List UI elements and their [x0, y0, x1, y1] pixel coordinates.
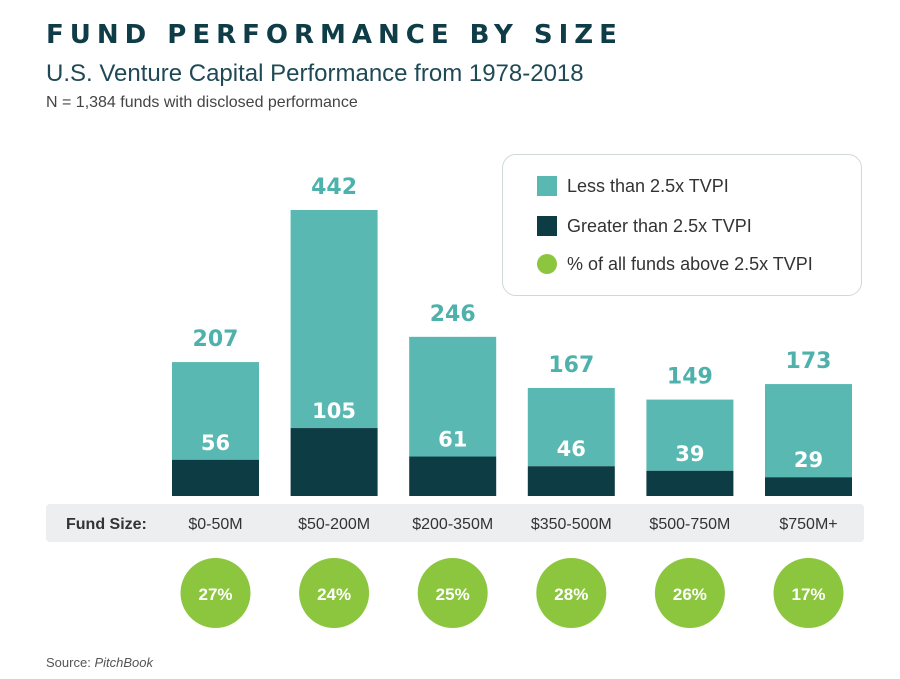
bar-total-label: 442: [311, 175, 357, 200]
bar-total-label: 246: [430, 302, 476, 327]
legend-item-below: Less than 2.5x TVPI: [537, 173, 729, 199]
x-axis-label: Fund Size:: [66, 516, 147, 533]
bar-above-label: 39: [675, 442, 704, 466]
pct-circle: [299, 558, 370, 628]
bar-total-label: 149: [667, 365, 713, 390]
bar-segment-above: [765, 477, 852, 496]
legend-swatch-pct: [537, 254, 557, 274]
legend-label-above: Greater than 2.5x TVPI: [567, 215, 752, 236]
pct-label: 25%: [436, 585, 470, 604]
legend-label-pct: % of all funds above 2.5x TVPI: [567, 253, 813, 274]
bar-segment-above: [290, 428, 378, 496]
pct-circle: [417, 558, 488, 628]
page-title: FUND PERFORMANCE BY SIZE: [46, 20, 623, 50]
bar-segment-above: [527, 466, 615, 496]
sample-size-note: N = 1,384 funds with disclosed performan…: [46, 94, 358, 111]
legend-item-pct: % of all funds above 2.5x TVPI: [537, 251, 813, 277]
bar-total-label: 173: [786, 349, 832, 374]
pct-circle: [654, 558, 725, 628]
bar-above-label: 61: [438, 428, 467, 452]
legend-label-below: Less than 2.5x TVPI: [567, 175, 729, 196]
category-tick-label: $750M+: [779, 516, 837, 533]
pct-label: 24%: [317, 585, 351, 604]
pct-circle: [536, 558, 607, 628]
bar-above-label: 105: [312, 399, 356, 423]
category-tick-label: $50-200M: [298, 516, 370, 533]
pct-circle: [773, 558, 844, 628]
bar-segment-below: [527, 387, 615, 467]
source-name: PitchBook: [94, 655, 153, 670]
category-tick-label: $200-350M: [412, 516, 493, 533]
legend-item-above: Greater than 2.5x TVPI: [537, 213, 752, 239]
legend-swatch-above: [537, 216, 557, 236]
category-tick-label: $500-750M: [649, 516, 730, 533]
pct-label: 27%: [198, 585, 232, 604]
bar-segment-below: [646, 399, 734, 471]
pct-label: 28%: [554, 585, 588, 604]
bar-total-label: 207: [193, 327, 239, 352]
source-note: Source: PitchBook: [46, 655, 153, 670]
bar-segment-above: [646, 470, 734, 496]
pct-label: 17%: [791, 585, 825, 604]
bar-above-label: 56: [201, 431, 230, 455]
bar-segment-below: [290, 210, 378, 429]
chart-subtitle: U.S. Venture Capital Performance from 19…: [46, 60, 584, 87]
bar-segment-below: [765, 384, 852, 478]
pct-circle: [180, 558, 251, 628]
bar-segment-above: [172, 459, 259, 496]
chart-legend: Less than 2.5x TVPI Greater than 2.5x TV…: [502, 154, 862, 296]
legend-swatch-below: [537, 176, 557, 196]
axis-band: [46, 504, 864, 542]
bar-segment-below: [409, 336, 497, 457]
category-tick-label: $0-50M: [188, 516, 242, 533]
bar-above-label: 29: [794, 448, 823, 472]
bar-segment-below: [172, 362, 259, 460]
bar-total-label: 167: [548, 353, 594, 378]
category-tick-label: $350-500M: [531, 516, 612, 533]
pct-label: 26%: [673, 585, 707, 604]
source-label: Source:: [46, 655, 91, 670]
bar-above-label: 46: [557, 437, 586, 461]
bar-segment-above: [409, 456, 497, 496]
